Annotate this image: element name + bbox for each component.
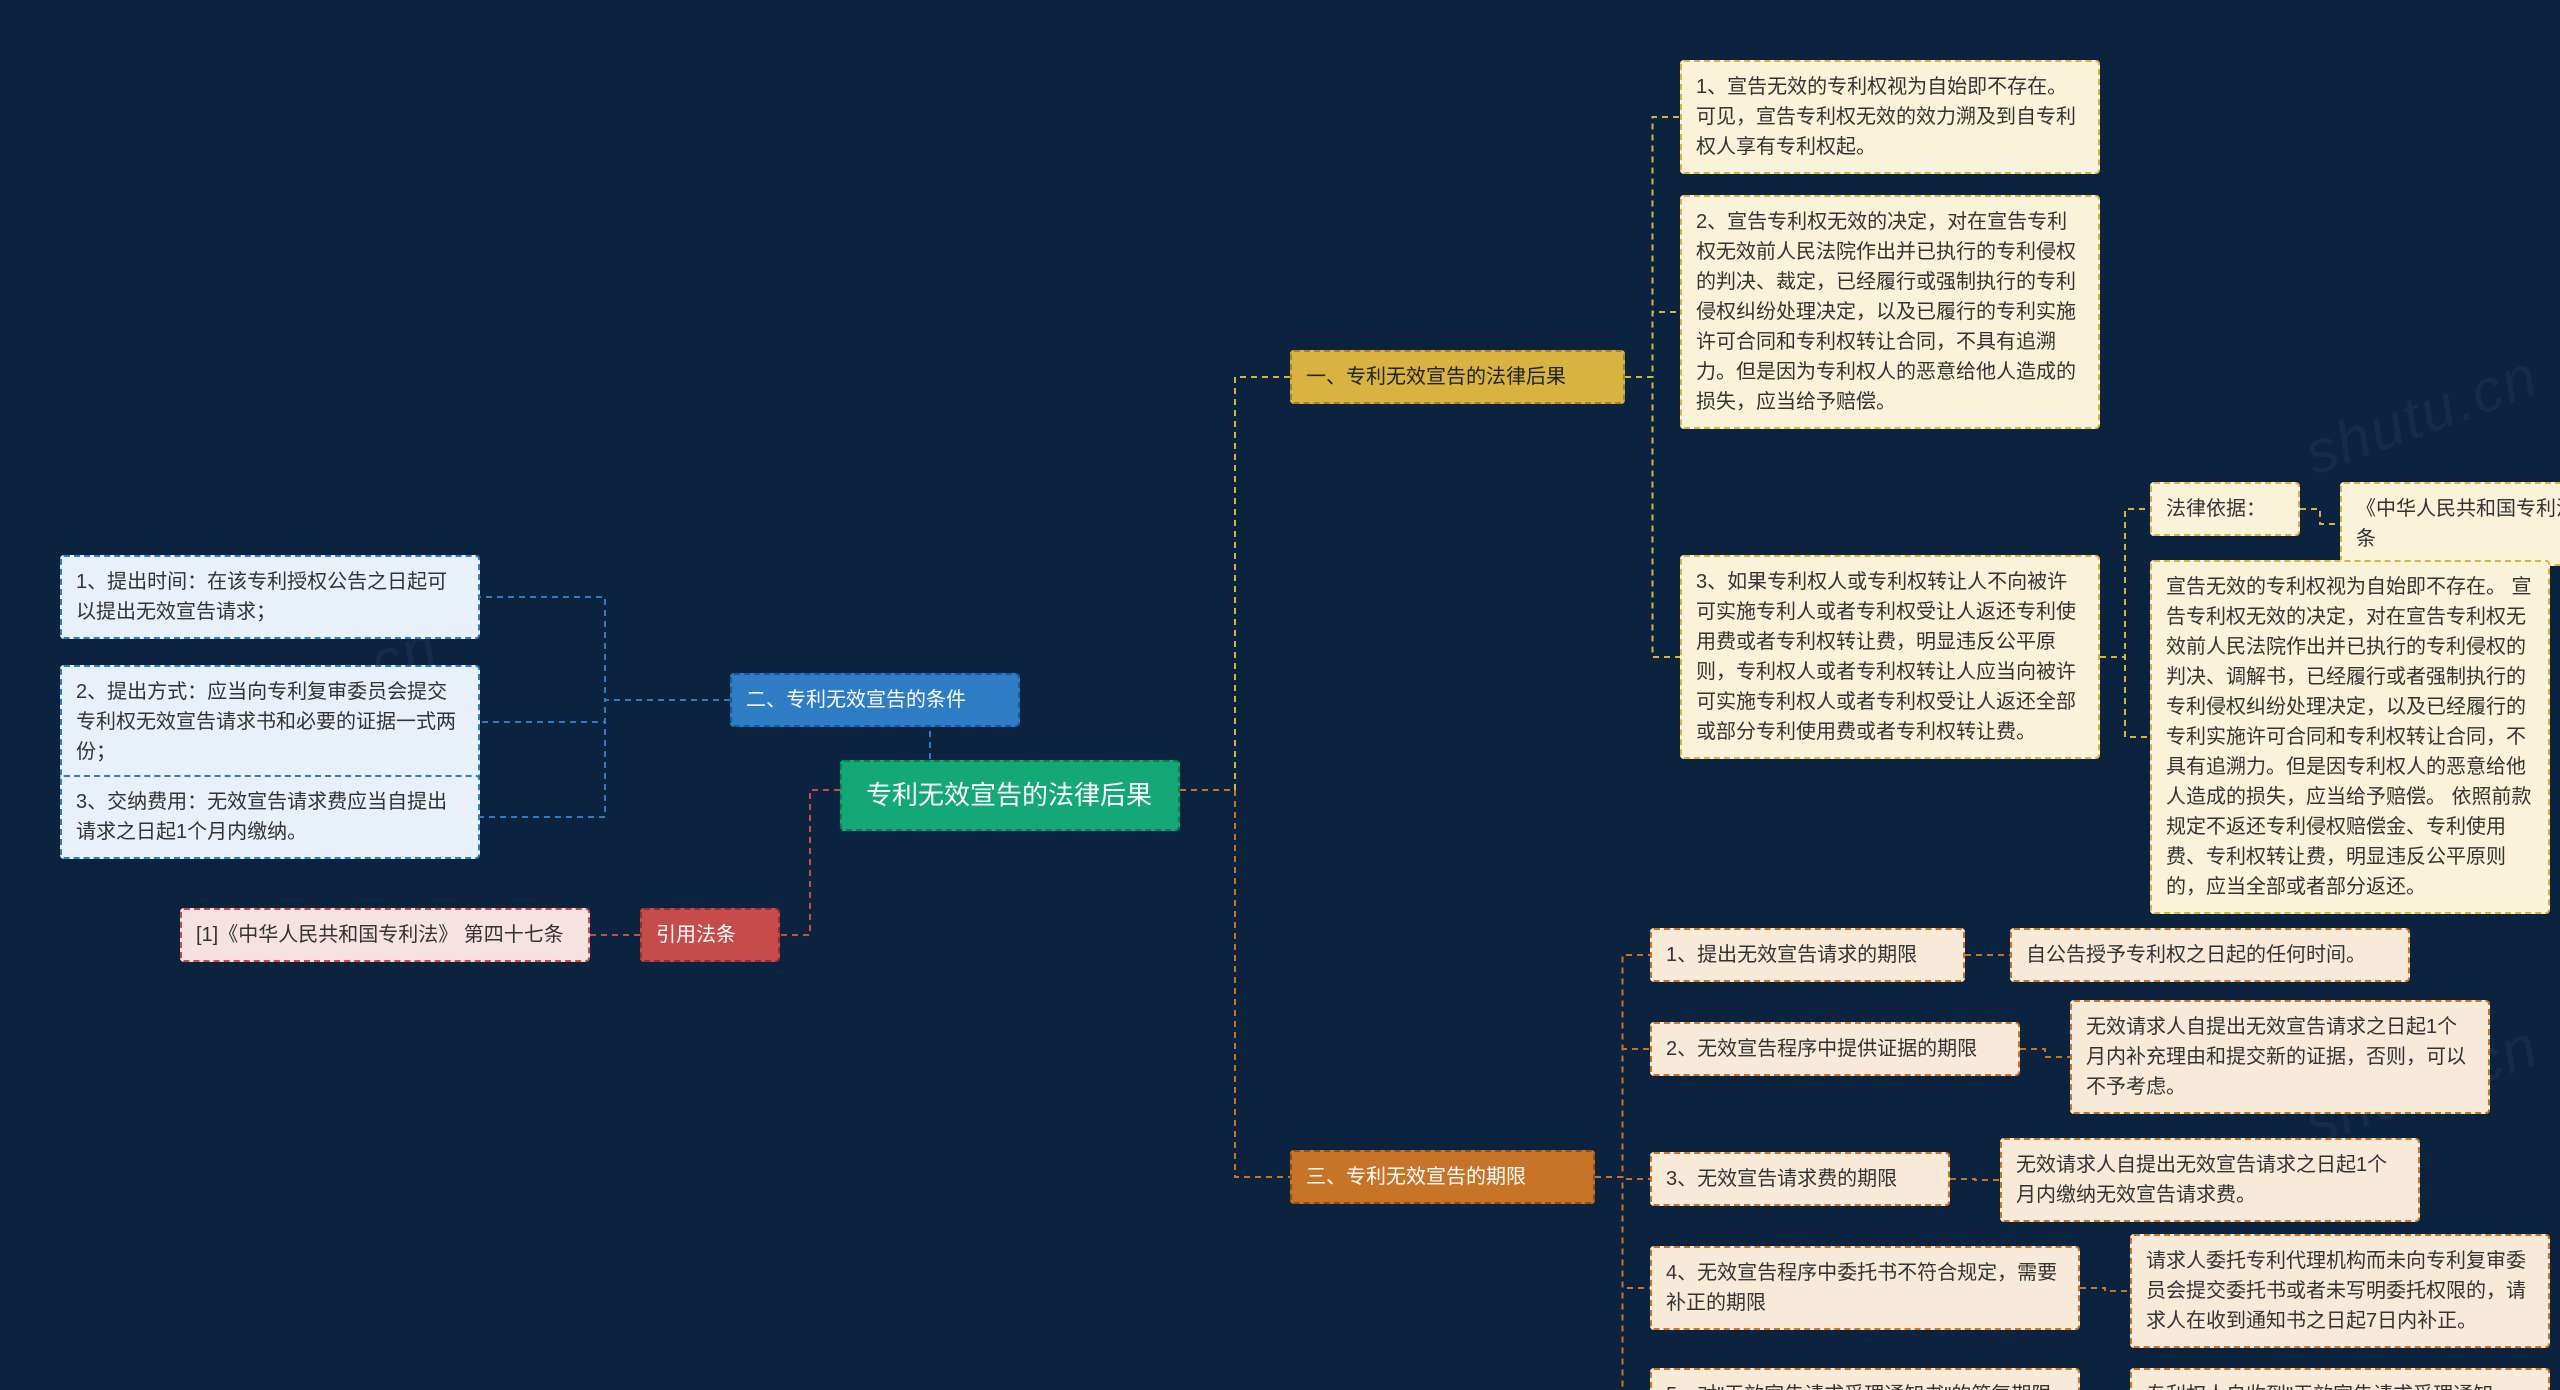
node-label: 法律依据：: [2166, 498, 2266, 520]
node-label: 1、提出无效宣告请求的期限: [1666, 944, 1917, 966]
node-label: 请求人委托专利代理机构而未向专利复审委员会提交委托书或者未写明委托权限的，请求人…: [2146, 1250, 2526, 1332]
node-label: 4、无效宣告程序中委托书不符合规定，需要补正的期限: [1666, 1262, 2057, 1314]
node-b3c4[interactable]: 4、无效宣告程序中委托书不符合规定，需要补正的期限: [1650, 1246, 2080, 1330]
node-label: 1、宣告无效的专利权视为自始即不存在。可见，宣告专利权无效的效力溯及到自专利权人…: [1696, 76, 2076, 158]
node-b1[interactable]: 一、专利无效宣告的法律后果: [1290, 350, 1625, 404]
node-label: 三、专利无效宣告的期限: [1306, 1166, 1526, 1188]
node-b3c5[interactable]: 5、对"无效宣告请求受理通知书"的答复期限: [1650, 1368, 2080, 1390]
node-b1c3b[interactable]: 宣告无效的专利权视为自始即不存在。 宣告专利权无效的决定，对在宣告专利权无效前人…: [2150, 560, 2550, 914]
root-node[interactable]: 专利无效宣告的法律后果: [840, 760, 1180, 831]
node-b3c2[interactable]: 2、无效宣告程序中提供证据的期限: [1650, 1022, 2020, 1076]
node-label: 专利权人自收到"无效宣告请求受理通知书"之日起1个月内答复。: [2146, 1384, 2493, 1390]
node-b1c3[interactable]: 3、如果专利权人或专利权转让人不向被许可实施专利人或者专利权受让人返还专利使用费…: [1680, 555, 2100, 759]
node-label: 宣告无效的专利权视为自始即不存在。 宣告专利权无效的决定，对在宣告专利权无效前人…: [2166, 576, 2532, 898]
node-b3c4a[interactable]: 请求人委托专利代理机构而未向专利复审委员会提交委托书或者未写明委托权限的，请求人…: [2130, 1234, 2550, 1348]
node-b3c3[interactable]: 3、无效宣告请求费的期限: [1650, 1152, 1950, 1206]
node-b1c1[interactable]: 1、宣告无效的专利权视为自始即不存在。可见，宣告专利权无效的效力溯及到自专利权人…: [1680, 60, 2100, 174]
node-label: 无效请求人自提出无效宣告请求之日起1个月内补充理由和提交新的证据，否则，可以不予…: [2086, 1016, 2466, 1098]
node-b3c1a[interactable]: 自公告授予专利权之日起的任何时间。: [2010, 928, 2410, 982]
node-b2c2[interactable]: 2、提出方式：应当向专利复审委员会提交专利权无效宣告请求书和必要的证据一式两份；: [60, 665, 480, 779]
node-label: 3、无效宣告请求费的期限: [1666, 1168, 1897, 1190]
root-label: 专利无效宣告的法律后果: [866, 780, 1152, 810]
node-b3c2a[interactable]: 无效请求人自提出无效宣告请求之日起1个月内补充理由和提交新的证据，否则，可以不予…: [2070, 1000, 2490, 1114]
node-label: 无效请求人自提出无效宣告请求之日起1个月内缴纳无效宣告请求费。: [2016, 1154, 2387, 1206]
node-b2c1[interactable]: 1、提出时间：在该专利授权公告之日起可以提出无效宣告请求；: [60, 555, 480, 639]
node-label: 二、专利无效宣告的条件: [746, 689, 966, 711]
node-label: 3、如果专利权人或专利权转让人不向被许可实施专利人或者专利权受让人返还专利使用费…: [1696, 571, 2076, 743]
node-label: 2、无效宣告程序中提供证据的期限: [1666, 1038, 1977, 1060]
node-label: 1、提出时间：在该专利授权公告之日起可以提出无效宣告请求；: [76, 571, 447, 623]
node-label: 2、提出方式：应当向专利复审委员会提交专利权无效宣告请求书和必要的证据一式两份；: [76, 681, 456, 763]
node-b2c3[interactable]: 3、交纳费用：无效宣告请求费应当自提出请求之日起1个月内缴纳。: [60, 775, 480, 859]
node-label: 一、专利无效宣告的法律后果: [1306, 366, 1566, 388]
node-label: 5、对"无效宣告请求受理通知书"的答复期限: [1666, 1384, 2051, 1390]
node-b1c2[interactable]: 2、宣告专利权无效的决定，对在宣告专利权无效前人民法院作出并已执行的专利侵权的判…: [1680, 195, 2100, 429]
node-label: 引用法条: [656, 924, 736, 946]
node-b3[interactable]: 三、专利无效宣告的期限: [1290, 1150, 1595, 1204]
node-b3c1[interactable]: 1、提出无效宣告请求的期限: [1650, 928, 1965, 982]
node-label: 自公告授予专利权之日起的任何时间。: [2026, 944, 2366, 966]
node-b4[interactable]: 引用法条: [640, 908, 780, 962]
node-b2[interactable]: 二、专利无效宣告的条件: [730, 673, 1020, 727]
node-b3c3a[interactable]: 无效请求人自提出无效宣告请求之日起1个月内缴纳无效宣告请求费。: [2000, 1138, 2420, 1222]
node-label: 《中华人民共和国专利法》第四十七条: [2356, 498, 2560, 550]
node-b1c3a1[interactable]: 《中华人民共和国专利法》第四十七条: [2340, 482, 2560, 566]
node-label: 3、交纳费用：无效宣告请求费应当自提出请求之日起1个月内缴纳。: [76, 791, 447, 843]
node-b1c3a[interactable]: 法律依据：: [2150, 482, 2300, 536]
node-label: [1]《中华人民共和国专利法》 第四十七条: [196, 924, 564, 946]
node-b3c5a[interactable]: 专利权人自收到"无效宣告请求受理通知书"之日起1个月内答复。: [2130, 1368, 2550, 1390]
watermark-2: shutu.cn: [2296, 341, 2548, 489]
node-b4c1[interactable]: [1]《中华人民共和国专利法》 第四十七条: [180, 908, 590, 962]
node-label: 2、宣告专利权无效的决定，对在宣告专利权无效前人民法院作出并已执行的专利侵权的判…: [1696, 211, 2076, 413]
